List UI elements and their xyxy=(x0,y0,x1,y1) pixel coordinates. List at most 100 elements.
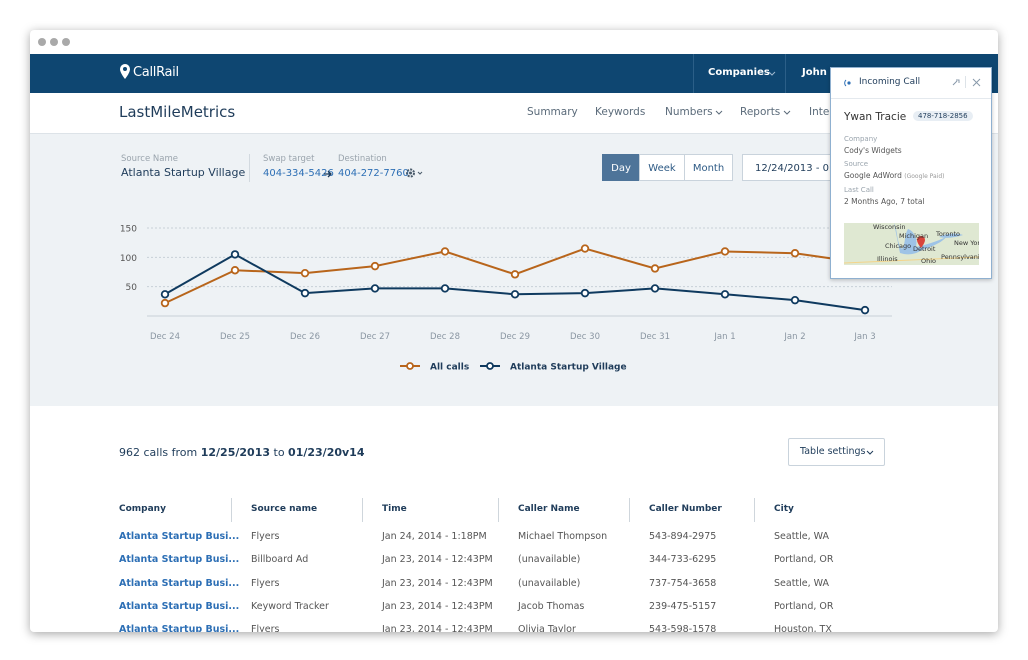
browser-window: CallRail Companies John W LastMileMetric… xyxy=(30,30,998,632)
company-link[interactable]: Atlanta Startup Busi... xyxy=(119,554,240,566)
data-point xyxy=(510,290,520,299)
map-label: Wisconsin xyxy=(873,223,906,231)
table-cell: 737-754-3658 xyxy=(649,577,717,589)
data-point xyxy=(790,295,800,305)
wrench-icon[interactable] xyxy=(951,78,960,87)
close-button[interactable] xyxy=(972,78,981,87)
company-link[interactable]: Atlanta Startup Busi... xyxy=(119,531,240,542)
source-name: Atlanta Startup Village xyxy=(121,166,246,179)
data-point xyxy=(510,270,520,279)
swap-number: 404-334-5426 xyxy=(263,168,334,179)
column-header[interactable]: Source name xyxy=(251,504,318,514)
period-button[interactable]: Week xyxy=(639,154,685,181)
logo-icon xyxy=(120,64,130,79)
column-header[interactable]: Caller Number xyxy=(649,504,722,514)
table-cell: Flyers xyxy=(251,531,280,542)
settings-gear[interactable] xyxy=(405,167,425,179)
filter-label: Source Name xyxy=(121,154,178,164)
table-cell: Portland, OR xyxy=(774,554,834,566)
company-link[interactable]: Atlanta Startup Busi... xyxy=(119,624,240,632)
data-point xyxy=(650,264,660,273)
y-tick-label: 100 xyxy=(120,254,137,264)
table-cell: Flyers xyxy=(251,577,280,589)
window-dot xyxy=(62,38,70,46)
data-point xyxy=(370,261,380,271)
summary-text: 962 calls from xyxy=(119,446,198,459)
table-cell: Seattle, WA xyxy=(774,531,830,542)
data-point xyxy=(160,290,170,299)
data-point xyxy=(300,268,310,278)
field-value: Cody's Widgets xyxy=(844,146,902,155)
nav-tab[interactable]: Reports xyxy=(740,106,781,118)
legend-marker xyxy=(486,362,494,370)
map-pin xyxy=(917,236,925,248)
data-point xyxy=(860,305,870,315)
nav-tab[interactable]: Summary xyxy=(527,106,578,118)
map-label: Chicago xyxy=(885,242,912,250)
table-cell: Keyword Tracker xyxy=(251,600,329,612)
company-link[interactable]: Atlanta Startup Busi... xyxy=(119,577,240,589)
table-cell: Jacob Thomas xyxy=(518,600,585,612)
company-link[interactable]: Atlanta Startup Busi... xyxy=(119,600,240,612)
chevron xyxy=(783,110,791,115)
map-label: Illinois xyxy=(877,255,898,263)
nav-divider xyxy=(785,54,786,93)
nav-tab[interactable]: Numbers xyxy=(665,106,713,118)
nav-divider xyxy=(693,54,694,93)
column-divider xyxy=(231,498,232,522)
data-point xyxy=(580,244,590,253)
caller-number: 478-718-2856 xyxy=(913,111,973,121)
table-cell: 344-733-6295 xyxy=(649,554,717,566)
map-label: Toronto xyxy=(936,230,960,238)
data-point xyxy=(440,284,450,293)
call-icon xyxy=(844,79,851,87)
chevron xyxy=(768,71,776,76)
field-label: Company xyxy=(844,135,878,143)
data-point xyxy=(720,290,730,299)
data-point xyxy=(160,298,170,308)
calls-summary: 962 calls from 12/25/2013 to 01/23/20v14 xyxy=(119,446,364,459)
x-tick-label: Jan 1 xyxy=(713,332,735,342)
column-divider xyxy=(754,498,755,522)
table-cell: Michael Thompson xyxy=(518,531,608,542)
table-cell: (unavailable) xyxy=(518,577,581,589)
data-point xyxy=(790,249,800,258)
companies-menu[interactable]: Companies xyxy=(708,67,770,78)
table-cell: (unavailable) xyxy=(518,554,581,566)
table-cell: Jan 23, 2014 - 12:43PM xyxy=(382,577,493,589)
period-button[interactable]: Month xyxy=(684,154,733,181)
period-button[interactable]: Day xyxy=(602,154,640,181)
map-label: Michigan xyxy=(899,232,929,240)
data-point xyxy=(300,288,310,298)
column-header[interactable]: Company xyxy=(119,504,166,514)
logo-text[interactable]: CallRail xyxy=(133,65,179,80)
map-label: Ohio xyxy=(921,257,937,265)
column-header[interactable]: Caller Name xyxy=(518,504,580,514)
table-cell: Jan 23, 2014 - 12:43PM xyxy=(382,554,493,566)
table-cell: Flyers xyxy=(251,624,280,632)
table-settings-button[interactable]: Table settings xyxy=(788,438,885,466)
nav-tab[interactable]: Keywords xyxy=(595,106,646,118)
x-tick-label: Dec 27 xyxy=(360,332,390,342)
data-point xyxy=(370,284,380,293)
filter-label: Swap target xyxy=(263,154,315,164)
arrow xyxy=(324,170,332,178)
table-cell: Houston, TX xyxy=(774,624,832,632)
data-point xyxy=(230,250,240,259)
map-label: New York xyxy=(954,239,979,247)
user-menu[interactable]: John W xyxy=(802,67,842,78)
summary-text: to xyxy=(273,446,285,459)
button-label: Table settings xyxy=(800,446,866,457)
table-cell: 543-894-2975 xyxy=(649,531,717,542)
table-cell: Olivia Taylor xyxy=(518,624,576,632)
column-divider xyxy=(629,498,630,522)
table-cell: Jan 24, 2014 - 1:18PM xyxy=(382,531,487,542)
y-tick-label: 50 xyxy=(126,283,138,293)
table-cell: Jan 23, 2014 - 12:43PM xyxy=(382,624,493,632)
column-header[interactable]: City xyxy=(774,504,794,514)
summary-date: 12/25/2013 xyxy=(200,446,270,459)
account-title: LastMileMetrics xyxy=(119,103,236,121)
column-header[interactable]: Time xyxy=(382,504,407,514)
table-cell: Billboard Ad xyxy=(251,554,309,566)
